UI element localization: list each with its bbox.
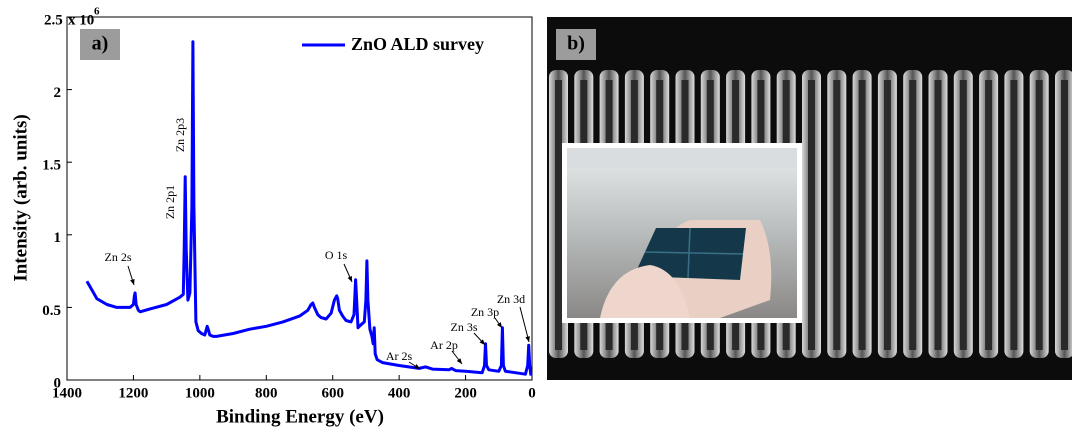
x-tick-label: 1200 — [118, 385, 148, 401]
pillar-core — [1061, 80, 1068, 350]
sem-image — [547, 17, 1072, 380]
annotation-arrowhead — [414, 364, 420, 369]
pillar-core — [1010, 80, 1018, 350]
y-tick-label: 2.5 — [44, 12, 63, 28]
spectrum-line — [85, 40, 533, 376]
pillar-core — [858, 80, 866, 350]
panel-label: b) — [567, 33, 585, 55]
pillar-core — [1035, 80, 1043, 350]
x-tick-label: 1400 — [52, 385, 82, 401]
annotation-arrow — [519, 306, 530, 343]
panel-label-box — [556, 29, 596, 60]
pillar-core — [985, 80, 993, 350]
pillar-core — [555, 80, 562, 350]
peak-annotation: Zn 3s — [451, 320, 478, 334]
peak-annotation: Zn 3p — [471, 305, 499, 319]
x-axis-label: Binding Energy (eV) — [216, 406, 384, 427]
x-tick-label: 1000 — [185, 385, 215, 401]
peak-annotation: Zn 2s — [105, 250, 132, 264]
y-tick-label: 0.5 — [42, 303, 61, 319]
x-tick-label: 400 — [388, 385, 411, 401]
peak-annotation: Ar 2p — [430, 338, 458, 352]
x-tick-label: 200 — [454, 385, 477, 401]
pillar-core — [909, 80, 917, 350]
y-tick-label: 0 — [54, 375, 62, 391]
y-multiplier-exponent: 6 — [94, 6, 100, 18]
y-tick-label: 1.5 — [42, 158, 61, 174]
peak-annotation: Ar 2s — [386, 349, 413, 363]
annotation-arrowhead — [496, 322, 502, 328]
annotation-arrowhead — [479, 339, 485, 345]
panel-label-box — [80, 29, 120, 60]
peak-annotation: Zn 2p3 — [173, 118, 187, 152]
y-tick-label: 2 — [54, 85, 62, 101]
peak-annotation: O 1s — [325, 248, 348, 262]
x-tick-label: 800 — [255, 385, 278, 401]
peak-annotation: Zn 3d — [497, 292, 525, 306]
pillar-core — [833, 80, 841, 350]
peak-annotation: Zn 2p1 — [163, 185, 177, 219]
legend-label: ZnO ALD survey — [351, 34, 484, 54]
y-multiplier: x 10 — [68, 12, 94, 28]
annotation-arrowhead — [456, 358, 462, 364]
pillar-core — [934, 80, 942, 350]
annotation-arrowhead — [347, 276, 352, 282]
panel-label: a) — [92, 33, 109, 55]
y-axis-label: Intensity (arb. units) — [10, 114, 31, 281]
pillar-core — [959, 80, 967, 350]
annotation-arrowhead — [130, 279, 135, 285]
x-tick-label: 0 — [528, 385, 536, 401]
plot-frame — [66, 16, 533, 381]
pillar-core — [808, 80, 815, 350]
y-tick-label: 1 — [54, 230, 62, 246]
x-tick-label: 600 — [321, 385, 344, 401]
pillar-core — [883, 80, 891, 350]
annotation-arrowhead — [525, 336, 530, 342]
